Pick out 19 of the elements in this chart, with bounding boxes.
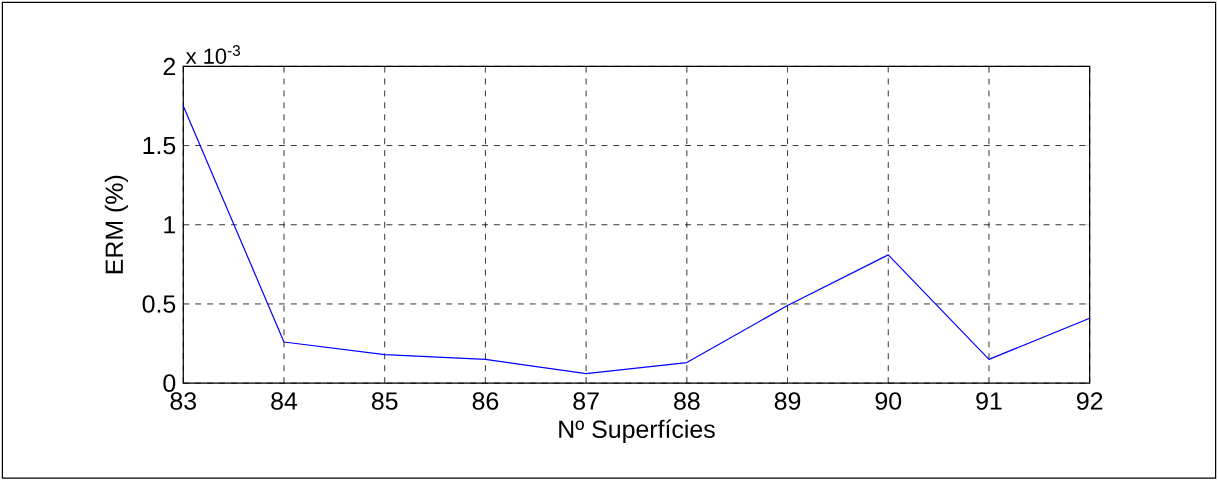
- x-tick-label: 88: [674, 391, 700, 410]
- x-tick-label: 85: [371, 391, 398, 410]
- line-series: [182, 105, 1091, 375]
- x-tick-label: 84: [271, 391, 298, 410]
- text: x 10$^{-3}$: [185, 44, 241, 64]
- x-tick-label: 90: [875, 391, 902, 410]
- y-tick-label: 2: [163, 57, 175, 75]
- x-axis-title: Nº Superfícies: [559, 419, 715, 443]
- y-tick-label: 0: [163, 374, 176, 392]
- x-tick-label: 86: [472, 391, 499, 410]
- y-tick-label: 0.5: [142, 294, 176, 313]
- x-tick-label: 87: [573, 391, 599, 410]
- x-tick-label: 89: [774, 391, 801, 410]
- y-tick-label: 1: [164, 215, 176, 234]
- x-tick-label: 91: [976, 391, 1002, 410]
- y-axis-title: ERM (%): [104, 175, 128, 273]
- x-tick-label: 92: [1076, 391, 1103, 410]
- x-tick-label: 83: [170, 391, 197, 410]
- y-tick-label: 1.5: [143, 136, 176, 155]
